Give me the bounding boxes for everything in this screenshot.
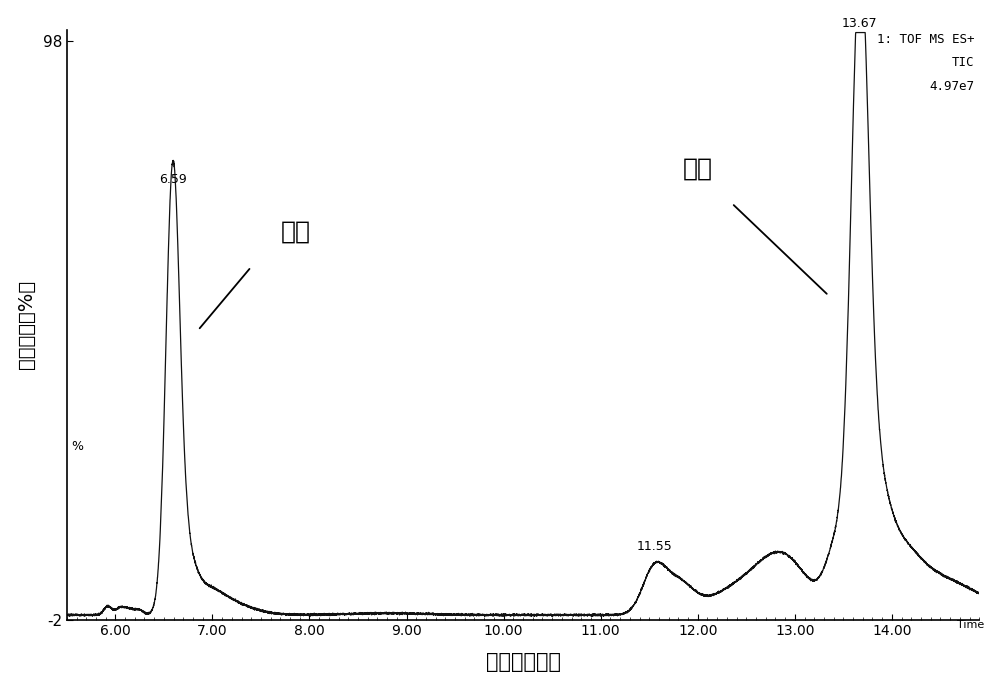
- Text: 13.67: 13.67: [842, 17, 878, 30]
- Text: 11.55: 11.55: [636, 540, 672, 553]
- Text: TIC: TIC: [952, 56, 975, 69]
- Y-axis label: 相对强度（%）: 相对强度（%）: [17, 280, 36, 369]
- Text: %: %: [72, 440, 84, 453]
- Text: 轻链: 轻链: [280, 220, 310, 244]
- Text: Time: Time: [957, 619, 984, 630]
- Text: 1: TOF MS ES+: 1: TOF MS ES+: [877, 32, 975, 45]
- Text: 4.97e7: 4.97e7: [930, 80, 975, 93]
- Text: 重链: 重链: [683, 156, 713, 181]
- X-axis label: 时间（分钟）: 时间（分钟）: [486, 652, 561, 672]
- Text: 6.59: 6.59: [159, 173, 187, 186]
